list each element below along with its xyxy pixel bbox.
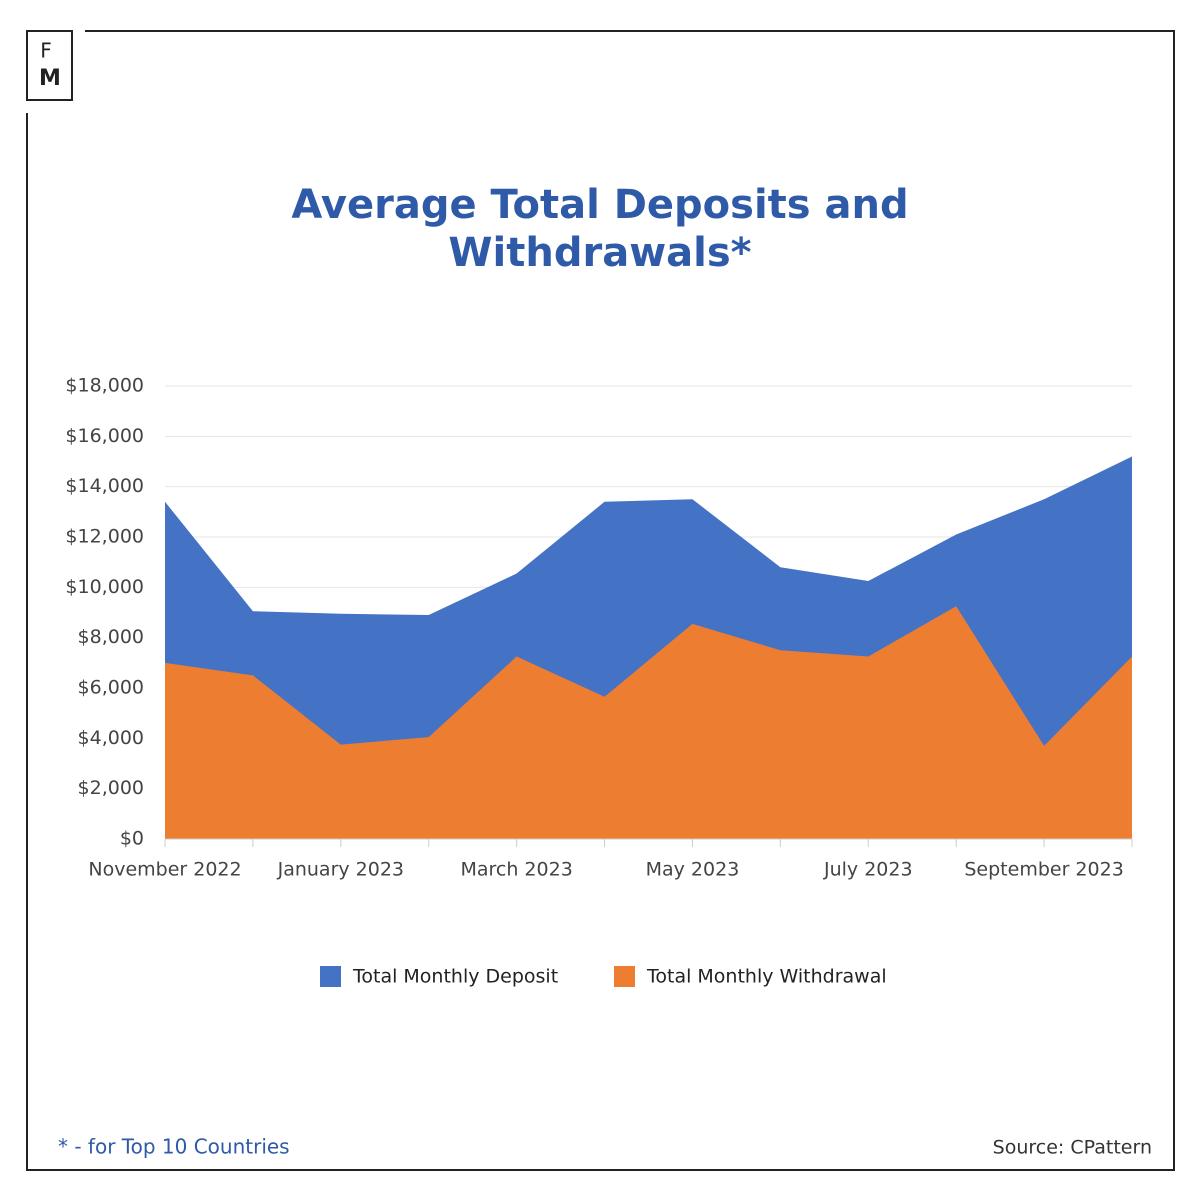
y-tick-label: $10,000 (65, 576, 144, 598)
x-tick-label: November 2022 (88, 859, 241, 881)
y-tick-label: $0 (120, 828, 144, 850)
x-tick-label: January 2023 (277, 859, 404, 881)
logo-box (26, 30, 73, 101)
logo-top: F (40, 39, 52, 63)
y-tick-label: $14,000 (65, 475, 144, 497)
y-tick-label: $12,000 (65, 526, 144, 548)
legend-swatch (320, 966, 341, 987)
y-tick-label: $6,000 (78, 677, 144, 699)
chart-title: Average Total Deposits and (291, 182, 908, 228)
x-tick-label: July 2023 (823, 859, 913, 881)
x-tick-label: March 2023 (460, 859, 572, 881)
legend-label: Total Monthly Withdrawal (646, 966, 887, 988)
logo-bottom: M (39, 66, 61, 91)
legend-swatch (614, 966, 635, 987)
y-tick-label: $16,000 (65, 425, 144, 447)
source: Source: CPattern (993, 1137, 1152, 1159)
legend-label: Total Monthly Deposit (352, 966, 558, 988)
y-tick-label: $18,000 (65, 375, 144, 397)
y-tick-label: $4,000 (78, 727, 144, 749)
chart-title: Withdrawals* (448, 230, 751, 276)
footnote: * - for Top 10 Countries (58, 1135, 290, 1159)
y-tick-label: $2,000 (78, 777, 144, 799)
frame (26, 30, 1175, 1171)
area (165, 606, 1132, 839)
y-tick-label: $8,000 (78, 626, 144, 648)
x-tick-label: September 2023 (964, 859, 1123, 881)
x-tick-label: May 2023 (646, 859, 740, 881)
